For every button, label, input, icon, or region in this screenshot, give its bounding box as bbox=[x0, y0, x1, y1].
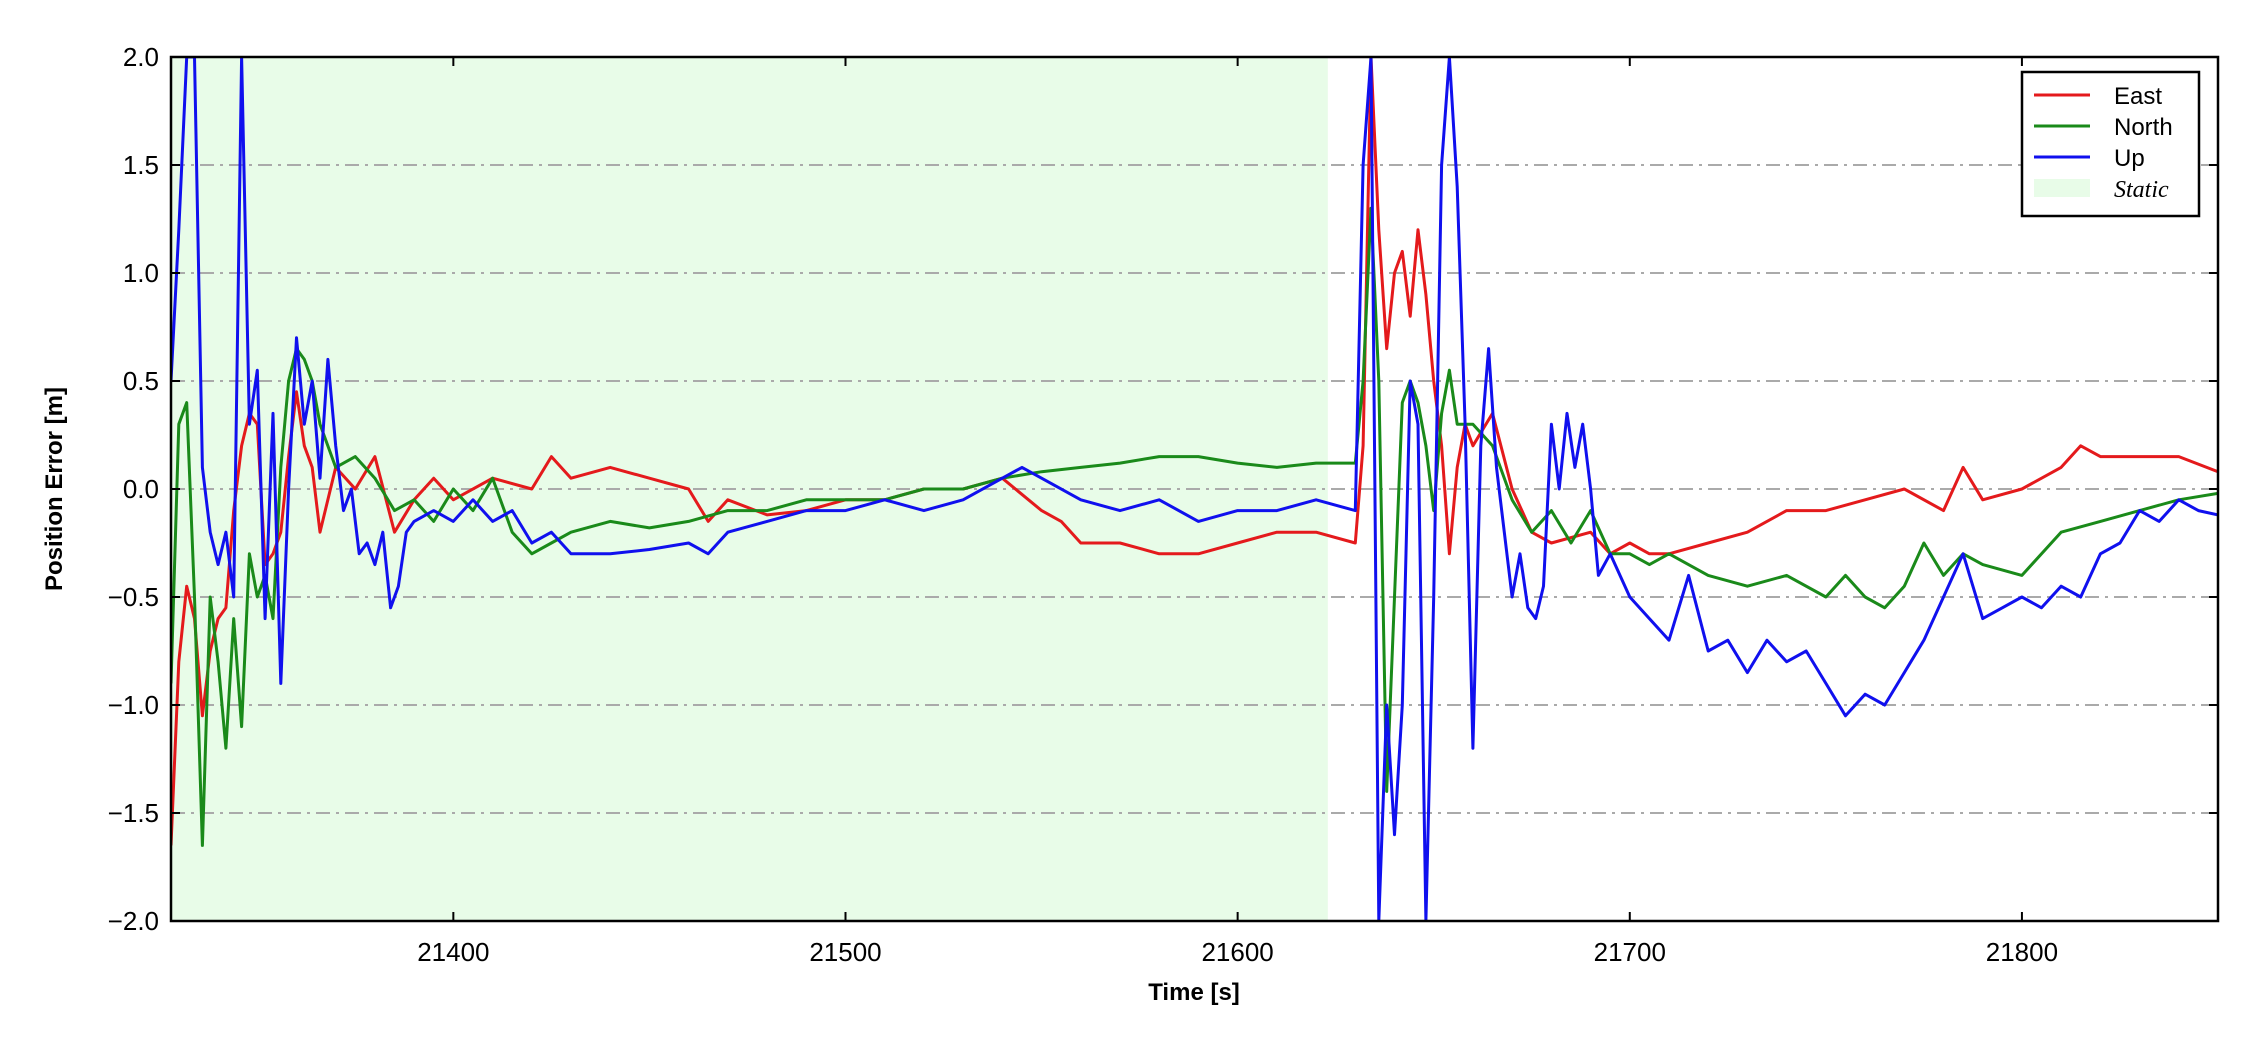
legend-label-static: Static bbox=[2114, 177, 2169, 203]
series-line-north bbox=[171, 206, 2218, 847]
x-tick-label: 21500 bbox=[809, 937, 881, 967]
series-line-up bbox=[171, 57, 2218, 921]
y-tick-label: −2.0 bbox=[108, 906, 159, 936]
legend-label-up: Up bbox=[2114, 145, 2145, 172]
x-tick-label: 21700 bbox=[1594, 937, 1666, 967]
y-tick-label: 2.0 bbox=[123, 42, 159, 72]
y-tick-label: −0.5 bbox=[108, 582, 159, 612]
y-tick-label: 1.5 bbox=[123, 150, 159, 180]
legend: East North Up Static bbox=[2020, 70, 2201, 218]
static-region bbox=[171, 57, 1328, 921]
x-tick-label: 21600 bbox=[1201, 937, 1273, 967]
legend-label-north: North bbox=[2114, 114, 2173, 141]
y-tick-label: 0.5 bbox=[123, 366, 159, 396]
y-tick-label: 1.0 bbox=[123, 258, 159, 288]
y-tick-label: −1.0 bbox=[108, 690, 159, 720]
x-tick-label: 21400 bbox=[417, 937, 489, 967]
y-tick-label: 0.0 bbox=[123, 474, 159, 504]
y-tick-label: −1.5 bbox=[108, 798, 159, 828]
x-tick-label: 21800 bbox=[1986, 937, 2058, 967]
x-axis-title: Time [s] bbox=[1148, 979, 1240, 1006]
legend-label-east: East bbox=[2114, 83, 2162, 110]
legend-swatch-static bbox=[2034, 179, 2090, 197]
y-axis-title: Position Error [m] bbox=[41, 387, 68, 591]
